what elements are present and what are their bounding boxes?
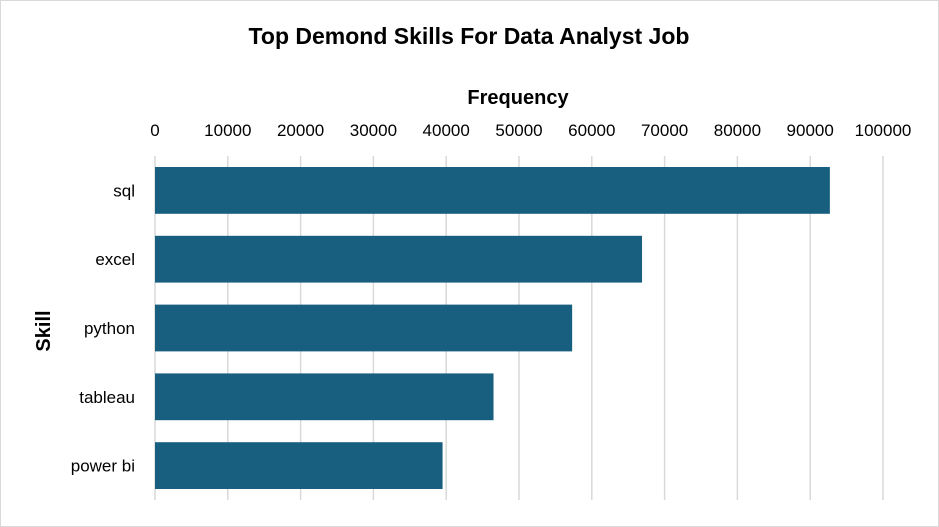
y-axis-title: Skill: [33, 310, 55, 351]
x-tick-label: 100000: [855, 121, 912, 140]
x-tick-label: 0: [150, 121, 159, 140]
x-tick-label: 80000: [714, 121, 761, 140]
category-label: tableau: [79, 388, 135, 407]
x-tick-label: 50000: [495, 121, 542, 140]
x-tick-labels: 0 10000 20000 30000 40000 50000 60000 70000 8000…: [150, 121, 911, 140]
bar-power-bi: [155, 442, 443, 489]
bar-excel: [155, 235, 643, 283]
chart-title: Top Demond Skills For Data Analyst Job: [249, 23, 690, 49]
x-tick-label: 90000: [787, 121, 834, 140]
x-tick-label: 70000: [641, 121, 688, 140]
bar-tableau: [155, 373, 494, 421]
category-label: sql: [113, 181, 135, 200]
bars: [155, 167, 830, 489]
x-tick-label: 30000: [350, 121, 397, 140]
x-tick-label: 40000: [423, 121, 470, 140]
x-axis-title: Frequency: [467, 87, 569, 109]
x-tick-label: 60000: [568, 121, 615, 140]
bar-python: [155, 304, 573, 352]
x-tick-label: 20000: [277, 121, 324, 140]
category-label: python: [84, 319, 135, 338]
x-tick-label: 10000: [204, 121, 251, 140]
bar-sql: [155, 167, 830, 214]
category-label: power bi: [71, 457, 135, 476]
category-labels: sql excel python tableau power bi: [71, 181, 135, 475]
category-label: excel: [95, 250, 135, 269]
